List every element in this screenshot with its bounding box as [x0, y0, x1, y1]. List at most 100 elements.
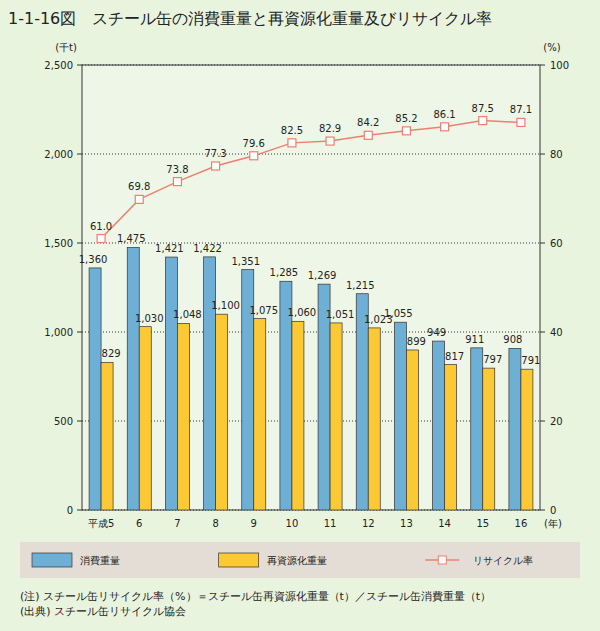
category-label: 平成5 [88, 518, 114, 529]
legend-label: 消費重量 [80, 555, 120, 566]
tick [540, 154, 545, 155]
tick-label: 20 [550, 416, 563, 427]
data-label: 61.0 [90, 221, 112, 232]
data-label: 1,030 [135, 313, 164, 324]
marker [364, 131, 372, 139]
grid-line [82, 65, 540, 66]
marker [288, 139, 296, 147]
bar [139, 327, 151, 510]
data-label: 1,100 [211, 300, 240, 311]
x-axis-label: (年) [544, 518, 562, 529]
data-label: 1,351 [231, 256, 260, 267]
tick-label: 80 [550, 149, 563, 160]
bar [433, 341, 445, 510]
data-label: 77.3 [204, 148, 226, 159]
data-label: 79.6 [243, 138, 265, 149]
marker [173, 178, 181, 186]
data-label: 1,051 [326, 309, 355, 320]
marker [441, 123, 449, 131]
tick [77, 510, 82, 511]
marker [479, 117, 487, 125]
data-label: 1,075 [249, 305, 278, 316]
plot-frame [82, 65, 540, 510]
data-label: 911 [465, 334, 484, 345]
bar [177, 323, 189, 510]
bar [254, 319, 266, 510]
legend-box [20, 542, 580, 578]
marker [402, 127, 410, 135]
category-label: 12 [362, 518, 375, 529]
grid-line [82, 243, 540, 244]
bar [356, 294, 368, 510]
data-label: 791 [521, 355, 540, 366]
data-label: 1,023 [364, 314, 393, 325]
tick-label: 2,500 [44, 60, 73, 71]
bar [445, 365, 457, 510]
tick [77, 243, 82, 244]
y-axis-label: (千t) [55, 42, 77, 53]
legend-label: リサイクル率 [473, 555, 533, 566]
data-label: 1,215 [346, 280, 375, 291]
data-label: 73.8 [166, 164, 188, 175]
data-label: 82.9 [319, 123, 341, 134]
category-label: 7 [174, 518, 180, 529]
legend-swatch [438, 556, 446, 564]
category-label: 6 [136, 518, 142, 529]
data-label: 1,421 [155, 243, 184, 254]
line [101, 121, 521, 239]
tick-label: 0 [550, 505, 556, 516]
bar [368, 328, 380, 510]
bar [521, 369, 533, 510]
data-labels: 1,3601,4751,4211,4221,3511,2851,2691,215… [79, 103, 541, 367]
tick [77, 65, 82, 66]
category-label: 8 [212, 518, 218, 529]
tick-label: 40 [550, 327, 563, 338]
tick-label: 500 [54, 416, 73, 427]
bar [394, 322, 406, 510]
tick [540, 65, 545, 66]
tick-label: 1,000 [44, 327, 73, 338]
bar [165, 257, 177, 510]
marker [212, 162, 220, 170]
data-label: 87.1 [510, 104, 532, 115]
tick-label: 1,500 [44, 238, 73, 249]
tick [540, 332, 545, 333]
y2-axis-label: (%) [543, 42, 560, 53]
data-label: 84.2 [357, 117, 379, 128]
data-label: 1,269 [308, 270, 337, 281]
data-label: 85.2 [395, 113, 417, 124]
title: 1-1-16図 スチール缶の消費重量と再資源化重量及びリサイクル率 [8, 9, 492, 28]
bar [330, 323, 342, 510]
bar [406, 350, 418, 510]
data-label: 949 [427, 327, 446, 338]
bar [89, 268, 101, 510]
bar [471, 348, 483, 510]
data-label: 86.1 [433, 109, 455, 120]
data-label: 82.5 [281, 125, 303, 136]
data-label: 1,422 [193, 243, 222, 254]
tick-label: 100 [550, 60, 569, 71]
data-label: 87.5 [472, 103, 494, 114]
data-label: 1,475 [117, 233, 146, 244]
bar [509, 348, 521, 510]
category-label: 9 [251, 518, 257, 529]
marks [89, 117, 533, 510]
category-label: 16 [515, 518, 528, 529]
bar [204, 257, 216, 510]
tick-label: 0 [67, 505, 73, 516]
bar [127, 247, 139, 510]
category-label: 10 [286, 518, 299, 529]
bar [292, 321, 304, 510]
bar [483, 368, 495, 510]
tick [540, 510, 545, 511]
tick [540, 243, 545, 244]
data-label: 1,048 [173, 309, 202, 320]
data-label: 1,060 [288, 307, 317, 318]
data-label: 1,285 [270, 267, 299, 278]
marker [135, 195, 143, 203]
grid-line [82, 154, 540, 155]
data-label: 69.8 [128, 181, 150, 192]
marker [326, 137, 334, 145]
data-label: 817 [445, 351, 464, 362]
tick [540, 421, 545, 422]
